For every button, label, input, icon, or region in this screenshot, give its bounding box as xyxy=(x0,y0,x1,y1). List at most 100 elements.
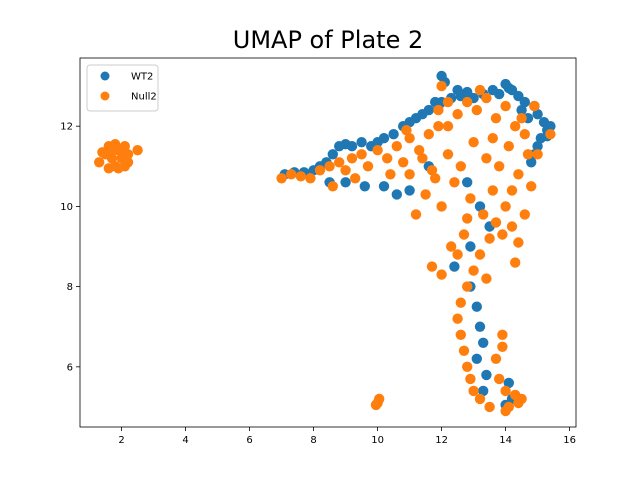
data-point xyxy=(327,181,338,192)
data-point xyxy=(490,113,502,124)
data-point xyxy=(497,229,508,240)
data-point xyxy=(103,163,115,174)
data-point xyxy=(510,121,521,132)
data-point xyxy=(500,201,511,212)
data-point xyxy=(414,145,425,156)
data-point xyxy=(385,169,396,180)
data-point xyxy=(545,121,556,132)
data-point xyxy=(442,96,454,108)
data-point xyxy=(455,161,466,172)
data-point xyxy=(391,141,402,152)
data-point xyxy=(490,217,502,228)
data-point xyxy=(449,261,460,272)
data-point xyxy=(410,209,422,220)
data-point xyxy=(452,313,463,324)
data-point xyxy=(494,161,505,172)
x-tick-label: 14 xyxy=(499,435,512,446)
data-point xyxy=(455,329,466,340)
y-tick-label: 6 xyxy=(67,362,73,373)
data-point xyxy=(314,165,326,176)
data-point xyxy=(401,125,412,136)
x-tick-label: 4 xyxy=(182,435,188,446)
data-point xyxy=(334,141,345,152)
data-point xyxy=(276,173,287,184)
data-point xyxy=(426,261,438,272)
data-point xyxy=(378,181,390,192)
data-point xyxy=(478,337,489,348)
data-point xyxy=(481,92,492,104)
data-point xyxy=(506,185,518,196)
data-point xyxy=(462,281,473,292)
data-point xyxy=(346,153,358,164)
data-point xyxy=(510,257,521,268)
data-point xyxy=(487,185,498,196)
data-point xyxy=(465,193,476,204)
data-point xyxy=(430,173,441,184)
data-point xyxy=(433,121,444,132)
legend: WT2 Null2 xyxy=(86,64,159,112)
x-tick-label: 2 xyxy=(118,435,124,446)
x-tick-label: 10 xyxy=(371,435,384,446)
legend-label-null2: Null2 xyxy=(131,92,157,103)
data-point xyxy=(452,249,463,260)
data-point xyxy=(420,189,431,200)
data-point xyxy=(478,385,489,397)
data-point xyxy=(97,147,108,158)
data-point xyxy=(513,169,524,180)
data-point xyxy=(334,157,345,168)
data-point xyxy=(388,129,399,140)
legend-marker-wt2 xyxy=(100,71,110,81)
data-point xyxy=(497,341,508,352)
data-point xyxy=(526,181,537,192)
data-point xyxy=(532,109,543,120)
data-point xyxy=(436,269,447,280)
data-point xyxy=(545,129,556,140)
data-point xyxy=(500,405,511,417)
data-point xyxy=(474,84,486,96)
data-point xyxy=(340,165,351,176)
data-point xyxy=(503,377,514,389)
data-point xyxy=(516,393,527,405)
data-point xyxy=(449,177,460,188)
chart-title: UMAP of Plate 2 xyxy=(233,26,423,54)
data-point xyxy=(398,157,409,168)
x-tick-label: 12 xyxy=(435,435,448,446)
data-point xyxy=(503,141,514,152)
data-point xyxy=(478,209,489,220)
data-point xyxy=(417,153,428,164)
data-point xyxy=(497,329,508,340)
data-point xyxy=(519,129,530,140)
data-point xyxy=(458,229,470,240)
data-point xyxy=(455,297,466,308)
data-point xyxy=(532,149,543,160)
data-point xyxy=(468,385,479,397)
data-point xyxy=(404,169,415,180)
x-tick-label: 16 xyxy=(563,435,576,446)
data-point xyxy=(442,121,454,132)
data-point xyxy=(327,149,338,160)
data-point xyxy=(458,345,470,356)
data-point xyxy=(305,173,316,184)
data-point xyxy=(519,96,530,108)
legend-label-wt2: WT2 xyxy=(131,72,153,83)
data-point xyxy=(506,221,518,232)
data-point xyxy=(516,104,527,116)
data-point xyxy=(506,84,518,96)
data-point xyxy=(340,177,351,188)
y-tick-label: 8 xyxy=(67,282,73,293)
data-point xyxy=(382,153,393,164)
data-point xyxy=(452,109,463,120)
data-point xyxy=(516,113,527,124)
data-point xyxy=(446,241,457,252)
data-point xyxy=(436,201,447,212)
data-point xyxy=(471,301,482,312)
data-point xyxy=(471,104,482,116)
data-point xyxy=(391,189,402,200)
data-point xyxy=(500,100,511,112)
data-point xyxy=(423,129,434,140)
data-point xyxy=(324,161,335,172)
data-point xyxy=(522,149,534,160)
plot-frame xyxy=(79,57,577,428)
data-point xyxy=(529,100,540,112)
data-point xyxy=(350,173,361,184)
